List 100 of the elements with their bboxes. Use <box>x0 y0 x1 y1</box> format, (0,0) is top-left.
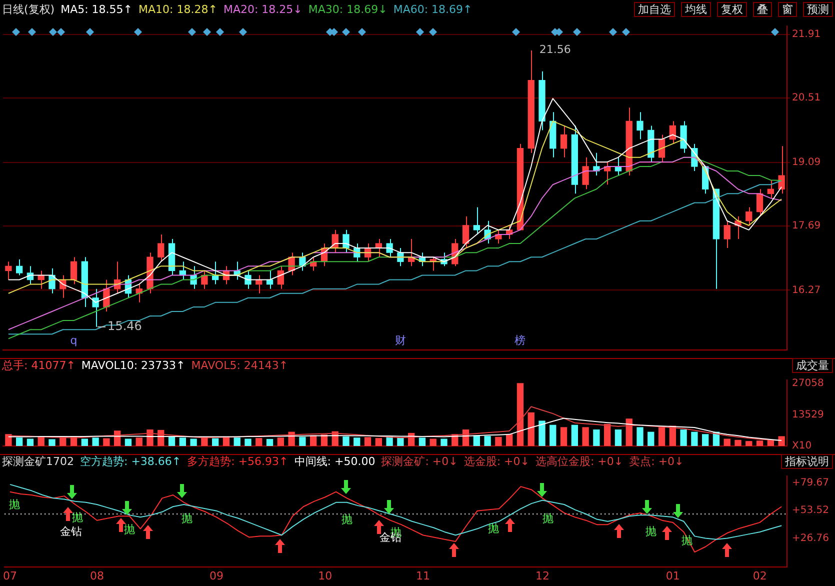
candlestick <box>342 229 350 254</box>
text: 选金股: +0↓ <box>464 454 530 469</box>
bar <box>418 438 426 446</box>
annotation: 抛 <box>341 513 352 526</box>
candlestick <box>473 206 480 235</box>
bar <box>582 427 589 446</box>
bar <box>528 412 534 446</box>
text: 指标说明 <box>781 454 833 469</box>
candlestick <box>70 256 78 285</box>
bar <box>593 429 600 446</box>
bar <box>778 436 785 446</box>
bar <box>136 438 142 446</box>
text: 叠 <box>753 2 772 16</box>
bar <box>103 438 110 446</box>
bar <box>440 438 448 446</box>
bar <box>746 441 752 446</box>
bar <box>430 438 436 446</box>
bar <box>244 438 252 446</box>
annotation: q <box>70 334 78 347</box>
annotation: 抛 <box>124 522 136 536</box>
bar <box>234 438 240 446</box>
candlestick <box>680 120 687 154</box>
bar <box>484 436 491 446</box>
annotation: 抛 <box>182 512 193 526</box>
bar <box>124 438 132 446</box>
chart-title: 探测金矿1702 <box>2 454 74 469</box>
bar <box>734 440 742 446</box>
bar <box>571 424 578 446</box>
x-tick-label: 01 <box>666 569 680 582</box>
bar <box>375 438 382 446</box>
bar <box>614 429 622 446</box>
bar <box>310 435 317 446</box>
candlestick <box>5 261 12 280</box>
bar <box>60 438 66 446</box>
bar <box>320 434 328 446</box>
text: 卖点: +0↓ <box>629 454 684 469</box>
candlestick <box>560 125 568 158</box>
y-tick-label: 13529 <box>792 409 824 420</box>
y-tick-label: +79.67 <box>792 477 830 488</box>
bar <box>354 438 360 446</box>
chart-title: 日线(复权) <box>2 2 55 16</box>
bar <box>190 438 197 446</box>
x-tick-label: 09 <box>209 569 224 582</box>
bar <box>550 424 556 446</box>
bar <box>342 436 350 446</box>
text: MAVOL10: 23733↑ <box>81 359 186 372</box>
annotation: 抛 <box>488 522 500 535</box>
candlestick <box>201 270 208 290</box>
text: 总手: 41077↑ <box>2 358 76 373</box>
y-tick-label: 17.69 <box>792 220 821 232</box>
bar <box>277 438 284 446</box>
text: 均线 <box>681 2 711 16</box>
candlestick <box>582 156 589 190</box>
text: 成交量 <box>792 358 833 373</box>
text: MA30: 18.69↓ <box>308 2 388 16</box>
bar <box>212 438 219 446</box>
candlestick <box>158 234 164 262</box>
bar <box>538 420 546 446</box>
x-tick-label: 02 <box>752 569 767 582</box>
x-tick-label: 11 <box>416 569 430 582</box>
bar <box>179 438 186 446</box>
y-tick-label: +26.76 <box>792 533 830 544</box>
bar <box>81 438 88 446</box>
bar <box>756 440 764 446</box>
bar <box>299 436 306 446</box>
bar <box>604 424 611 446</box>
candlestick <box>767 180 774 199</box>
bar <box>560 427 568 446</box>
bar <box>26 438 34 446</box>
y-tick-label: X10 <box>792 440 812 452</box>
y-tick-label: 20.51 <box>792 92 821 104</box>
candlestick <box>462 216 470 249</box>
x-tick-label: 07 <box>3 569 18 582</box>
candlestick <box>778 146 785 194</box>
bar <box>16 438 23 446</box>
candlestick <box>636 112 644 140</box>
y-tick-label: 21.91 <box>792 29 821 40</box>
bar <box>680 429 687 446</box>
bar <box>92 438 99 446</box>
candlestick <box>756 188 764 217</box>
annotation: 抛 <box>646 524 657 538</box>
text: 多方趋势: +56.93↑ <box>187 454 288 469</box>
annotation: 抛 <box>8 498 20 510</box>
text: 复权 <box>717 2 747 16</box>
annotation: 金钻 <box>60 524 82 538</box>
bar <box>724 438 730 446</box>
text: 加自选 <box>634 2 675 16</box>
annotation: 抛 <box>72 511 83 524</box>
text: MA5: 18.55↑ <box>60 2 133 16</box>
bar <box>648 432 654 446</box>
bar <box>397 438 404 446</box>
annotation: 抛 <box>542 512 554 526</box>
text: 空方趋势: +38.66↑ <box>80 454 182 469</box>
text: MA60: 18.69↑ <box>393 2 472 16</box>
candlestick <box>16 258 23 276</box>
bar <box>266 438 274 446</box>
text: 选高位金股: +0↓ <box>535 454 624 469</box>
bar <box>38 436 44 446</box>
bar <box>364 437 372 446</box>
bar <box>473 435 480 446</box>
